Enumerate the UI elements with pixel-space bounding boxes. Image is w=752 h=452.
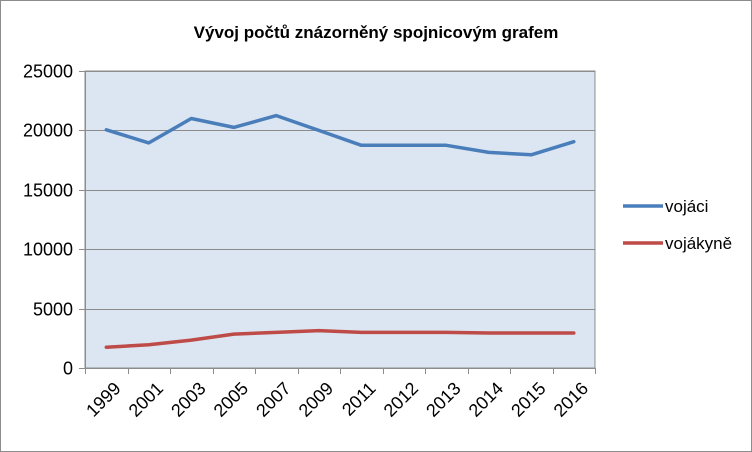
x-tick-label: 1999 (82, 378, 124, 420)
x-tick-label: 2014 (465, 378, 507, 420)
chart-title: Vývoj počtů znázorněný spojnicovým grafe… (194, 23, 559, 42)
x-tick-label: 2015 (507, 378, 549, 420)
x-tick-label: 2009 (295, 378, 337, 420)
y-tick-label: 5000 (33, 300, 73, 320)
series-line-1 (104, 113, 576, 157)
plot-area (84, 70, 596, 369)
y-tick-label: 20000 (23, 121, 73, 141)
x-tick-label: 2011 (338, 378, 380, 420)
y-tick-label: 15000 (23, 181, 73, 201)
x-tick-label: 2003 (167, 378, 209, 420)
x-tick-label: 2001 (125, 378, 167, 420)
legend: vojáci vojákyně (623, 197, 732, 253)
series-line-2 (104, 328, 576, 349)
y-tick-label: 10000 (23, 240, 73, 260)
x-tick-label: 2007 (252, 378, 294, 420)
legend-label-1: vojáci (665, 197, 708, 216)
y-tick-label: 0 (63, 359, 73, 379)
x-tick-label: 2016 (550, 378, 592, 420)
x-tick-label: 2005 (210, 378, 252, 420)
y-tick-label: 25000 (23, 62, 73, 82)
x-tick-label: 2013 (422, 378, 464, 420)
legend-label-2: vojákyně (665, 234, 732, 253)
x-tick-label: 2012 (380, 378, 422, 420)
series-layer (104, 113, 576, 349)
